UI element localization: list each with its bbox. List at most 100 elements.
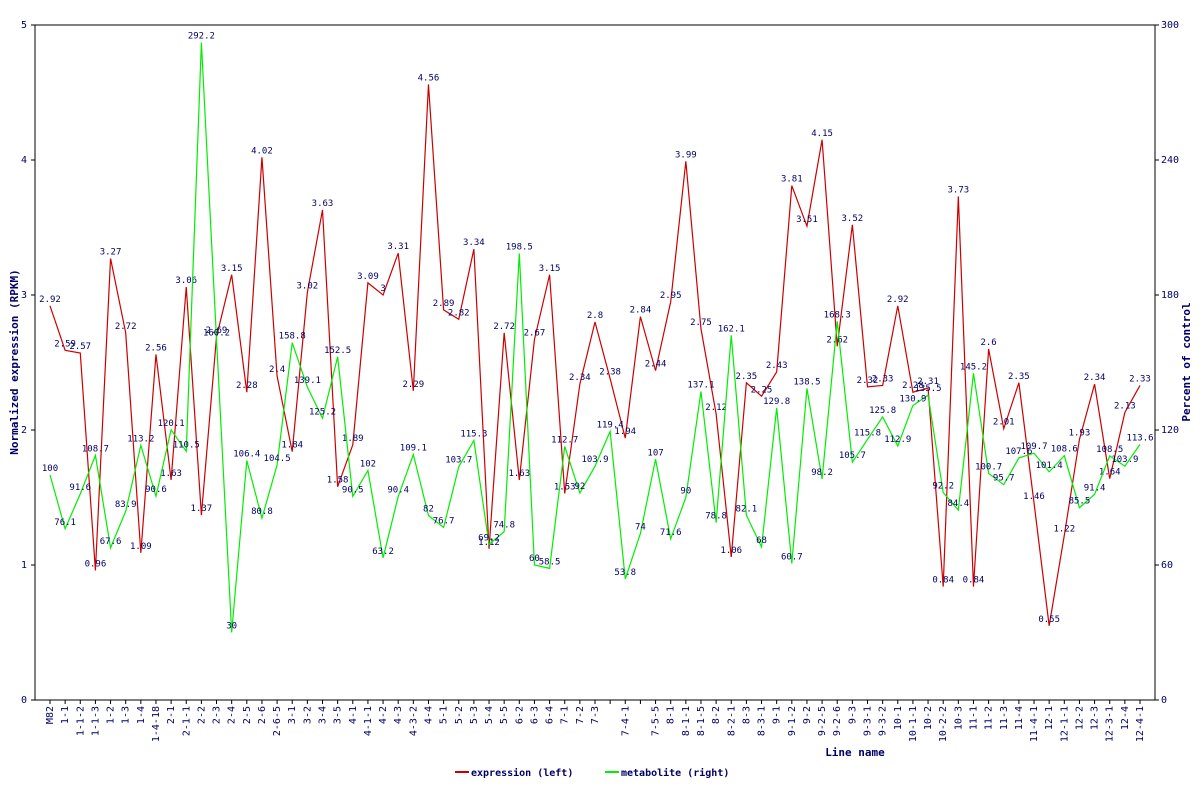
data-label: 90.5 (342, 485, 364, 495)
x-tick-label: 4-3-2 (408, 706, 419, 736)
data-label: 2.92 (39, 295, 61, 305)
data-label: 1.46 (1023, 492, 1045, 502)
data-label: 138.5 (793, 377, 820, 387)
data-label: 2.72 (493, 322, 515, 332)
x-tick-label: 11-3 (999, 706, 1010, 730)
x-tick-label: 12-3 (1090, 706, 1101, 730)
data-label: 1.37 (191, 504, 213, 514)
data-label: 68 (756, 536, 767, 546)
data-label: 2.59 (54, 339, 76, 349)
y2-axis-label: Percent of control (1180, 302, 1193, 421)
data-label: 0.84 (932, 576, 954, 586)
x-tick-label: 9-3 (847, 706, 858, 724)
data-label: 2.4 (269, 365, 285, 375)
data-label: 1.84 (281, 441, 303, 451)
data-label: 90.4 (387, 486, 409, 496)
data-label: 108.5 (1096, 445, 1123, 455)
data-label: 105.7 (839, 451, 866, 461)
data-label: 82.1 (736, 504, 758, 514)
data-label: 145.2 (960, 362, 987, 372)
data-label: 74 (635, 523, 646, 533)
data-label: 2.8 (587, 311, 603, 321)
data-label: 3.63 (312, 199, 334, 209)
data-label: 0.96 (85, 559, 107, 569)
data-label: 3.52 (842, 214, 864, 224)
data-label: 103.7 (445, 456, 472, 466)
data-label: 92 (574, 482, 585, 492)
x-tick-label: 2-6-5 (272, 706, 283, 736)
x-tick-label: 7-2 (575, 706, 586, 724)
x-tick-label: 9-3-2 (878, 706, 889, 736)
x-tick-label: 7-1 (560, 706, 571, 724)
data-label: 158.8 (279, 332, 306, 342)
y2-tick-label: 120 (1161, 425, 1179, 436)
series-line (49, 42, 1141, 633)
data-label: 2.67 (524, 329, 546, 339)
data-label: 53.8 (614, 568, 636, 578)
x-tick-label: 3-4 (318, 706, 329, 724)
y-tick-label: 2 (21, 425, 27, 436)
data-label: 0.84 (963, 576, 985, 586)
x-tick-label: 1-4 (136, 706, 147, 724)
x-tick-label: 11-1 (968, 706, 979, 730)
x-tick-label: 2-3 (212, 706, 223, 724)
x-tick-label: 8-3 (741, 706, 752, 724)
y-tick-label: 5 (21, 20, 27, 31)
data-label: 120.1 (158, 419, 185, 429)
data-label: 76.1 (54, 518, 76, 528)
data-label: 3 (380, 284, 385, 294)
data-label: 1.63 (160, 469, 182, 479)
x-tick-label: 11-2 (984, 706, 995, 730)
x-tick-label: 3-2 (302, 706, 313, 724)
data-label: 1.22 (1053, 524, 1075, 534)
data-label: 125.2 (309, 407, 336, 417)
x-tick-label: 5-2 (454, 706, 465, 724)
data-label: 1.53 (554, 482, 576, 492)
x-tick-label: 4-2 (378, 706, 389, 724)
x-tick-label: 4-1-1 (363, 706, 374, 736)
x-tick-label: 8-2-1 (726, 706, 737, 736)
data-label: 2.34 (569, 373, 591, 383)
data-label: 85.5 (1069, 497, 1091, 507)
data-label: 90.6 (145, 485, 167, 495)
data-label: 2.13 (1114, 401, 1136, 411)
x-tick-label: 12-4 (1120, 706, 1131, 730)
x-tick-label: 2-2 (196, 706, 207, 724)
data-label: 90 (680, 487, 691, 497)
data-label: 115.3 (460, 430, 487, 440)
y-tick-label: 3 (21, 290, 27, 301)
data-label: 2.57 (69, 342, 91, 352)
legend-label: expression (left) (471, 767, 573, 779)
data-label: 2.72 (115, 322, 137, 332)
data-label: 30 (226, 622, 237, 632)
data-label: 129.8 (763, 397, 790, 407)
data-label: 74.8 (493, 521, 515, 531)
data-label: 160.2 (203, 329, 230, 339)
data-label: 3.09 (357, 272, 379, 282)
x-tick-label: 10-2-2 (938, 706, 949, 742)
y-axis-label: Normalized expression (RPKM) (8, 269, 21, 454)
x-tick-label: 11-4-1 (1029, 706, 1040, 742)
data-label: 135.5 (915, 384, 942, 394)
data-label: 2.38 (599, 368, 621, 378)
data-label: 2.33 (1129, 374, 1151, 384)
data-label: 130.9 (899, 394, 926, 404)
x-tick-label: 12-1-1 (1059, 706, 1070, 742)
x-tick-label: M82 (45, 706, 56, 724)
data-label: 113.6 (1126, 433, 1153, 443)
data-label: 119.4 (597, 420, 624, 430)
data-label: 110.5 (173, 440, 200, 450)
x-tick-label: 1-3 (121, 706, 132, 724)
x-tick-label: 2-1 (166, 706, 177, 724)
x-tick-label: 5-3 (469, 706, 480, 724)
data-label: 1.64 (1099, 468, 1121, 478)
data-label: 58.5 (539, 557, 561, 567)
data-label: 162.1 (718, 324, 745, 334)
data-label: 4.15 (811, 129, 833, 139)
data-label: 4.56 (418, 73, 440, 83)
data-label: 2.01 (993, 418, 1015, 428)
data-label: 112.9 (884, 435, 911, 445)
data-label: 3.27 (100, 248, 122, 258)
data-label: 2.33 (872, 374, 894, 384)
